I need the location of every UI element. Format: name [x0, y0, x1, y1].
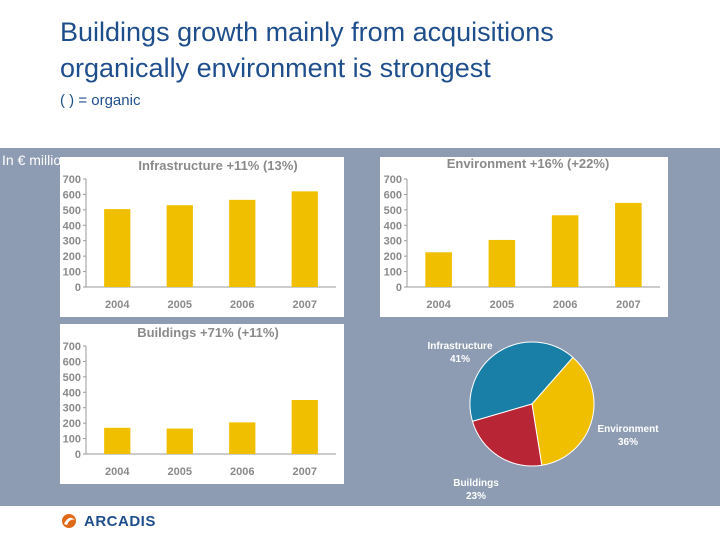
build-y-tick-label: 500: [63, 372, 81, 384]
build-bar: [104, 427, 131, 454]
build-x-tick-label: 2004: [105, 466, 130, 478]
infra-x-tick-label: 2005: [168, 299, 192, 311]
infra-bar: [229, 199, 256, 287]
env-x-tick-label: 2004: [426, 299, 451, 311]
pie-value-infrastructure: 41%: [450, 354, 470, 365]
build-y-tick-label: 100: [63, 434, 81, 446]
pie-label-buildings: Buildings: [453, 478, 499, 489]
env-y-tick-label: 0: [396, 282, 402, 294]
infra-chart-title: Infrastructure +11% (13%): [138, 158, 297, 173]
build-x-tick-label: 2005: [168, 466, 192, 478]
build-y-tick-label: 200: [63, 418, 81, 430]
build-x-tick-label: 2006: [230, 466, 254, 478]
arcadis-logo-icon: [62, 514, 76, 528]
infra-y-tick-label: 300: [63, 236, 81, 248]
build-bar: [291, 400, 318, 454]
infra-bar: [291, 191, 318, 287]
pie-value-buildings: 23%: [466, 491, 486, 502]
pie-value-environment: 36%: [618, 437, 638, 448]
env-y-tick-label: 100: [384, 267, 402, 279]
build-x-tick-label: 2007: [293, 466, 317, 478]
infra-bar: [166, 205, 193, 287]
build-y-tick-label: 600: [63, 356, 81, 368]
pie-slice-buildings: [471, 403, 543, 467]
build-y-tick-label: 700: [63, 341, 81, 353]
pie-slice-infrastructure: [469, 341, 574, 422]
infra-y-tick-label: 0: [75, 282, 81, 294]
infra-y-tick-label: 400: [63, 220, 81, 232]
title-line-2: organically environment is strongest: [60, 53, 491, 83]
infra-y-tick-label: 200: [63, 251, 81, 263]
build-y-tick-label: 300: [63, 403, 81, 415]
infra-x-tick-label: 2007: [293, 299, 317, 311]
env-bar: [425, 252, 452, 287]
env-y-tick-label: 500: [384, 205, 402, 217]
pie-label-infrastructure: Infrastructure: [427, 341, 492, 352]
build-chart-title: Buildings +71% (+11%): [137, 325, 279, 340]
env-bar: [551, 215, 579, 287]
env-bar: [615, 202, 642, 287]
unit-label: In € million: [2, 152, 69, 168]
infra-bar: [104, 209, 131, 287]
env-x-tick-label: 2006: [553, 299, 577, 311]
footer-logo: ARCADIS: [60, 512, 156, 530]
build-bar: [229, 422, 256, 454]
pie-slice-environment: [531, 356, 595, 466]
infra-x-tick-label: 2004: [105, 299, 130, 311]
env-chart-title: Environment +16% (+22%): [447, 156, 610, 171]
infra-y-tick-label: 100: [63, 267, 81, 279]
slide-title: Buildings growth mainly from acquisition…: [60, 14, 700, 86]
env-y-tick-label: 400: [384, 220, 402, 232]
title-line-1: Buildings growth mainly from acquisition…: [60, 17, 554, 47]
infra-y-tick-label: 600: [63, 189, 81, 201]
brand-name: ARCADIS: [84, 512, 156, 530]
env-bar: [488, 239, 516, 287]
build-bar: [166, 428, 193, 454]
env-x-tick-label: 2007: [616, 299, 640, 311]
organic-note: ( ) = organic: [60, 92, 141, 109]
infra-y-tick-label: 500: [63, 205, 81, 217]
infra-y-tick-label: 700: [63, 174, 81, 186]
build-y-tick-label: 400: [63, 387, 81, 399]
build-y-tick-label: 0: [75, 449, 81, 461]
env-y-tick-label: 200: [384, 251, 402, 263]
env-y-tick-label: 300: [384, 236, 402, 248]
env-x-tick-label: 2005: [490, 299, 514, 311]
infra-x-tick-label: 2006: [230, 299, 254, 311]
pie-label-environment: Environment: [597, 424, 659, 435]
env-y-tick-label: 600: [384, 189, 402, 201]
env-y-tick-label: 700: [384, 174, 402, 186]
